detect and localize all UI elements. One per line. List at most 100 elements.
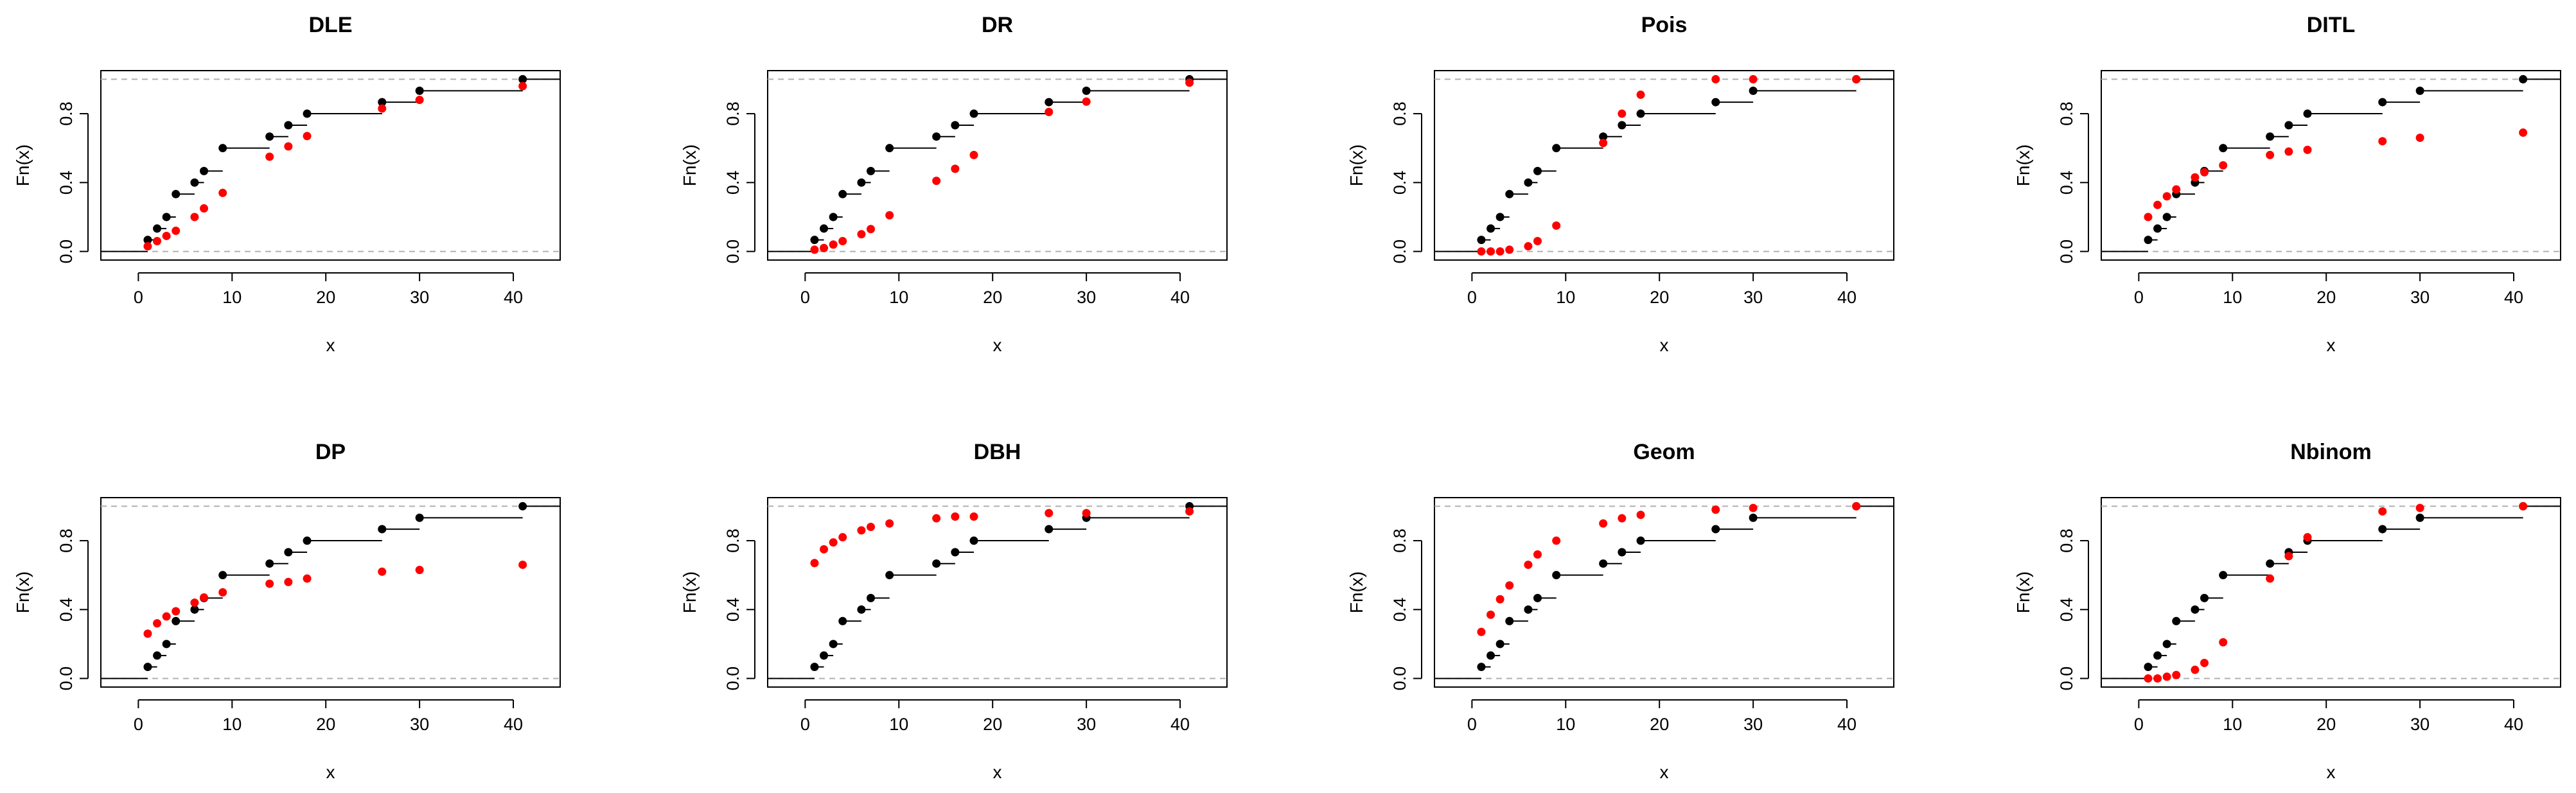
fitted-cdf-point: [1495, 247, 1504, 256]
ecdf-point: [143, 663, 152, 672]
x-tick-label: 0: [134, 288, 143, 307]
fitted-cdf-point: [162, 612, 171, 621]
ecdf-point: [829, 640, 838, 649]
ecdf-point: [2284, 121, 2293, 130]
ecdf-point: [265, 559, 274, 568]
fitted-cdf-point: [1636, 510, 1645, 519]
fitted-cdf-point: [838, 237, 847, 245]
fitted-cdf-point: [2303, 145, 2312, 154]
x-tick-label: 40: [2504, 715, 2523, 734]
plot-frame: [2101, 497, 2561, 688]
y-tick-label: 0.0: [723, 667, 743, 691]
x-tick-label: 20: [316, 288, 335, 307]
x-tick-label: 20: [983, 288, 1002, 307]
x-axis-label: x: [1660, 335, 1669, 355]
fitted-cdf-point: [810, 245, 819, 254]
ecdf-point: [2162, 213, 2171, 222]
y-tick-label: 0.4: [1390, 598, 1409, 622]
ecdf-point: [415, 86, 424, 95]
ecdf-point: [2200, 593, 2209, 602]
fitted-cdf-point: [820, 545, 829, 553]
fitted-cdf-point: [153, 619, 162, 628]
ecdf-panel-ditl: DITL 0 10 20 30 40 0.0 0.4 0.8 x Fn(x): [2013, 13, 2561, 355]
x-tick-label: 40: [504, 715, 523, 734]
ecdf-point: [2415, 86, 2424, 95]
ecdf-point: [2378, 98, 2387, 107]
ecdf-point: [951, 548, 960, 557]
ecdf-point: [2162, 640, 2171, 649]
fitted-cdf-point: [2172, 670, 2181, 679]
ecdf-point: [265, 132, 274, 141]
panel-title: Nbinom: [2290, 440, 2372, 464]
ecdf-point: [857, 605, 866, 614]
ecdf-point: [2144, 663, 2153, 672]
fitted-cdf-point: [1852, 74, 1861, 83]
x-tick-label: 0: [134, 715, 143, 734]
ecdf-panel-nbinom: Nbinom 0 10 20 30 40 0.0 0.4 0.8 x Fn(x): [2013, 440, 2561, 782]
ecdf-point: [1599, 559, 1608, 568]
fitted-cdf-point: [2519, 501, 2528, 510]
y-tick-label: 0.8: [1390, 528, 1409, 553]
ecdf-point: [951, 121, 960, 130]
y-axis-label: Fn(x): [1346, 144, 1366, 186]
x-tick-label: 30: [1743, 288, 1763, 307]
panel-title: DLE: [309, 13, 353, 37]
fitted-cdf-point: [885, 519, 894, 528]
ecdf-point: [838, 616, 847, 625]
fitted-cdf-point: [969, 150, 978, 159]
ecdf-point: [1599, 132, 1608, 141]
y-axis-label: Fn(x): [680, 144, 700, 186]
plot-frame: [767, 70, 1228, 261]
x-tick-label: 0: [1467, 288, 1477, 307]
fitted-cdf-point: [284, 142, 293, 151]
fitted-cdf-point: [2378, 137, 2387, 146]
ecdf-point: [378, 98, 387, 107]
ecdf-point: [1477, 236, 1486, 245]
fitted-cdf-point: [1618, 514, 1627, 523]
fitted-cdf-point: [867, 523, 876, 532]
ecdf-point: [1749, 86, 1758, 95]
ecdf-point: [838, 189, 847, 198]
ecdf-point: [172, 189, 181, 198]
y-tick-label: 0.4: [2057, 171, 2076, 195]
x-tick-label: 40: [1170, 288, 1190, 307]
x-axis-label: x: [1660, 762, 1669, 782]
fitted-cdf-point: [932, 177, 941, 186]
ecdf-point: [1505, 616, 1514, 625]
plot-frame: [1434, 70, 1894, 261]
ecdf-point: [172, 616, 181, 625]
x-axis-label: x: [2327, 335, 2336, 355]
ecdf-point: [378, 525, 387, 534]
fitted-cdf-point: [1599, 139, 1608, 148]
fitted-cdf-point: [867, 225, 876, 234]
fitted-cdf-point: [1524, 561, 1533, 570]
fitted-cdf-point: [1599, 519, 1608, 528]
x-tick-label: 30: [2410, 288, 2430, 307]
ecdf-point: [190, 178, 199, 187]
ecdf-point: [415, 513, 424, 522]
fitted-cdf-point: [190, 598, 199, 607]
ecdf-point: [1618, 548, 1627, 557]
fitted-cdf-point: [1749, 503, 1758, 512]
x-tick-label: 20: [2316, 288, 2336, 307]
fitted-cdf-point: [1552, 221, 1561, 230]
ecdf-point: [1495, 213, 1504, 222]
fitted-cdf-point: [829, 538, 838, 547]
x-axis-label: x: [326, 762, 335, 782]
fitted-cdf-point: [378, 104, 387, 113]
ecdf-point: [1711, 525, 1720, 534]
y-tick-label: 0.4: [723, 171, 743, 195]
y-tick-label: 0.0: [1390, 667, 1409, 691]
fitted-cdf-point: [2162, 192, 2171, 201]
x-tick-label: 20: [2316, 715, 2336, 734]
fitted-cdf-point: [218, 588, 227, 597]
ecdf-panel-dbh: DBH 0 10 20 30 40 0.0 0.4 0.8 x Fn(x): [680, 440, 1228, 782]
fitted-cdf-point: [415, 96, 424, 105]
panel-title: Geom: [1633, 440, 1695, 464]
x-tick-label: 30: [1077, 288, 1096, 307]
y-tick-label: 0.0: [1390, 240, 1409, 264]
ecdf-point: [2191, 605, 2200, 614]
x-axis-label: x: [326, 335, 335, 355]
y-tick-label: 0.4: [57, 171, 76, 195]
fitted-cdf-point: [1636, 91, 1645, 100]
